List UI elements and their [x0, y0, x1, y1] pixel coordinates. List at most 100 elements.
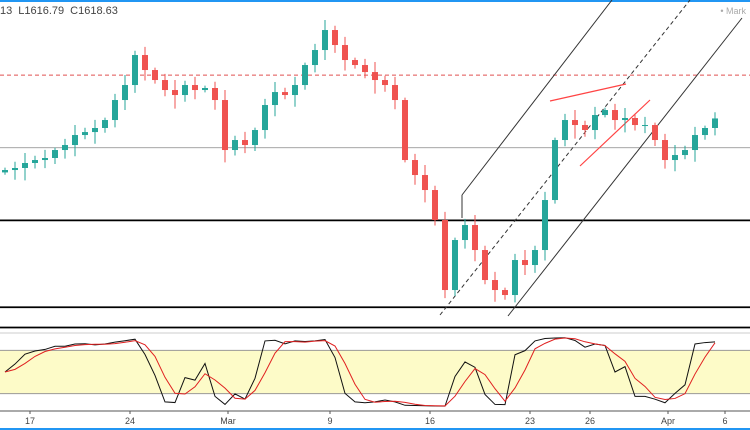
- triangle-upper-trendline[interactable]: [549, 83, 627, 102]
- candle-body: [432, 190, 438, 221]
- candle-body: [342, 45, 348, 61]
- time-tick-label: 17: [25, 416, 35, 426]
- top-accent-bar: [0, 0, 750, 2]
- stochastic-pane: [0, 337, 750, 407]
- candle-body: [452, 240, 458, 291]
- candle-body: [52, 150, 58, 158]
- candle-body: [552, 140, 558, 201]
- candle-body: [42, 158, 48, 161]
- candle-body: [112, 100, 118, 121]
- candle-body: [22, 163, 28, 168]
- candle-body: [362, 65, 368, 73]
- time-tick-label: 16: [425, 416, 435, 426]
- time-tick-label: 9: [327, 416, 332, 426]
- candle-body: [312, 50, 318, 66]
- candle-body: [302, 65, 308, 86]
- candle-body: [232, 140, 238, 151]
- legend-partial: 13: [0, 5, 13, 17]
- time-tick-label: Mar: [220, 416, 236, 426]
- candle-body: [12, 168, 18, 171]
- candle-body: [482, 250, 488, 281]
- candle-body: [402, 100, 408, 161]
- candle-body: [622, 118, 628, 121]
- candle-body: [472, 225, 478, 251]
- triangle-lower-trendline[interactable]: [579, 99, 651, 167]
- bottom-accent-bar: [0, 428, 750, 430]
- candle-body: [582, 125, 588, 131]
- candle-body: [222, 100, 228, 151]
- time-tick-label: 26: [585, 416, 595, 426]
- candle-body: [672, 155, 678, 161]
- candle-body: [632, 118, 638, 126]
- candle-body: [572, 120, 578, 126]
- candle-body: [292, 85, 298, 96]
- candles: [2, 20, 718, 303]
- candle-body: [462, 225, 468, 241]
- candle-body: [412, 160, 418, 176]
- candle-body: [662, 140, 668, 161]
- candle-body: [542, 200, 548, 251]
- candle-body: [102, 120, 108, 128]
- candle-body: [642, 125, 648, 127]
- candle-body: [192, 85, 198, 91]
- candle-body: [142, 55, 148, 71]
- candle-body: [352, 60, 358, 66]
- candle-body: [212, 88, 218, 101]
- candle-body: [262, 105, 268, 131]
- channel-upper-line[interactable]: [461, 0, 613, 196]
- candle-body: [592, 115, 598, 131]
- candle-body: [422, 175, 428, 191]
- candle-body: [372, 72, 378, 81]
- candle-body: [332, 30, 338, 46]
- candle-body: [392, 85, 398, 101]
- candle-body: [72, 135, 78, 146]
- candle-body: [152, 70, 158, 81]
- stochastic-d-line: [4, 337, 716, 407]
- legend-close: C1618.63: [70, 5, 118, 17]
- candle-body: [252, 130, 258, 146]
- pitchfork-channel[interactable]: [439, 0, 743, 317]
- candle-body: [612, 110, 618, 121]
- candle-body: [162, 80, 168, 91]
- candle-body: [92, 128, 98, 133]
- watermark: • Mark: [720, 6, 746, 16]
- candle-body: [272, 92, 278, 106]
- candle-body: [122, 85, 128, 101]
- candle-body: [82, 132, 88, 136]
- time-tick-label: Apr: [661, 416, 675, 426]
- candle-body: [32, 160, 38, 163]
- candle-body: [182, 85, 188, 96]
- candle-body: [442, 220, 448, 291]
- candle-body: [282, 92, 288, 96]
- ohlc-legend: 13 L1616.79 C1618.63: [0, 5, 124, 17]
- channel-median-line[interactable]: [439, 0, 691, 316]
- candle-body: [172, 90, 178, 96]
- candle-body: [562, 120, 568, 141]
- candle-body: [712, 118, 718, 128]
- candle-body: [2, 170, 8, 173]
- candle-body: [492, 280, 498, 291]
- candle-body: [532, 250, 538, 266]
- candle-body: [522, 260, 528, 266]
- candle-body: [682, 150, 688, 156]
- candle-body: [602, 110, 608, 116]
- channel-lower-line[interactable]: [507, 17, 743, 317]
- time-tick-label: 24: [125, 416, 135, 426]
- legend-low: L1616.79: [18, 5, 65, 17]
- time-tick-label: 23: [525, 416, 535, 426]
- candle-body: [242, 140, 248, 146]
- candle-body: [692, 135, 698, 151]
- time-tick-label: 6: [722, 416, 727, 426]
- stochastic-band: [0, 350, 750, 394]
- candle-body: [62, 145, 68, 151]
- candle-body: [502, 290, 508, 296]
- candle-body: [202, 88, 208, 91]
- candle-body: [382, 80, 388, 86]
- candle-body: [512, 260, 518, 296]
- candle-body: [652, 125, 658, 141]
- candle-body: [132, 55, 138, 86]
- candle-body: [322, 30, 328, 51]
- candle-body: [702, 128, 708, 136]
